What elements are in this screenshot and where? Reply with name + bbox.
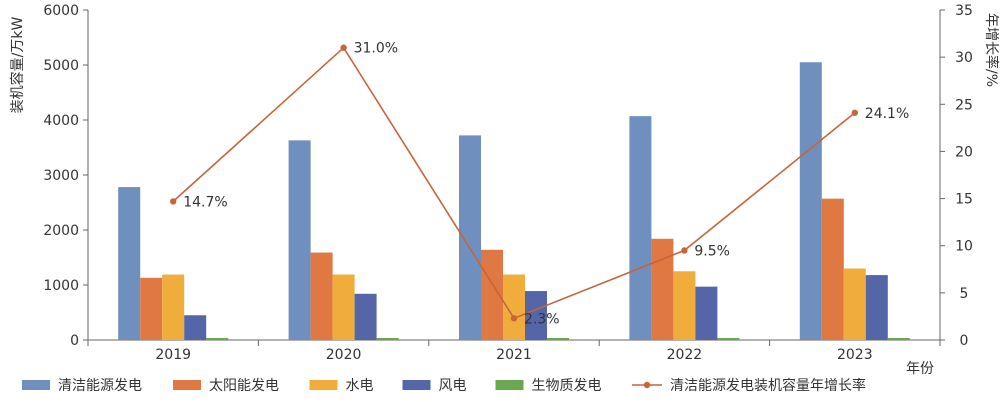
- bar-5: [206, 338, 229, 340]
- bar-2: [821, 198, 844, 340]
- bar-3: [503, 274, 525, 340]
- y-tick-label-left: 3000: [43, 168, 79, 184]
- y-tick-label-left: 4000: [43, 113, 79, 129]
- bar-5: [376, 338, 399, 340]
- bar-1: [799, 62, 822, 340]
- y-axis-title-right: 年增长率/%: [983, 13, 1000, 87]
- legend-line-marker: [643, 381, 651, 389]
- x-tick-label: 2019: [155, 347, 191, 363]
- growth-rate-point: [851, 109, 858, 116]
- x-tick-label: 2021: [496, 347, 532, 363]
- bar-3: [162, 274, 185, 340]
- y-tick-label-left: 5000: [43, 58, 79, 74]
- growth-rate-label: 14.7%: [183, 194, 227, 210]
- bar-3: [332, 274, 355, 340]
- legend-label: 清洁能源发电: [58, 378, 142, 394]
- bar-3: [673, 271, 696, 340]
- growth-rate-label: 9.5%: [694, 243, 730, 259]
- y-tick-label-left: 6000: [43, 3, 79, 19]
- legend-swatch: [173, 380, 201, 390]
- bar-4: [525, 291, 547, 340]
- legend-swatch: [402, 380, 431, 390]
- legend-swatch: [22, 380, 50, 390]
- bar-1: [459, 135, 481, 340]
- growth-rate-label: 31.0%: [354, 41, 398, 57]
- bar-2: [310, 252, 333, 340]
- bar-1: [118, 187, 141, 340]
- y-axis-title-left: 装机容量/万kW: [9, 17, 26, 114]
- y-tick-label-right: 20: [955, 144, 973, 160]
- bar-3: [843, 268, 866, 340]
- x-tick-label: 2022: [667, 347, 703, 363]
- x-tick-label: 2023: [837, 347, 873, 363]
- legend-label: 太阳能发电: [209, 378, 279, 394]
- growth-rate-label: 2.3%: [524, 311, 560, 327]
- bar-5: [887, 338, 910, 340]
- bar-4: [354, 293, 377, 340]
- bar-1: [629, 116, 652, 341]
- y-tick-label-right: 25: [955, 97, 973, 113]
- y-tick-label-right: 0: [960, 333, 969, 349]
- growth-rate-point: [170, 198, 177, 205]
- legend-label: 风电: [439, 378, 467, 394]
- y-tick-label-right: 15: [955, 192, 973, 208]
- legend-swatch: [495, 380, 524, 390]
- y-tick-label-left: 0: [70, 333, 79, 349]
- legend-label: 清洁能源发电装机容量年增长率: [670, 377, 866, 394]
- legend-label: 水电: [346, 378, 374, 394]
- bar-4: [695, 286, 718, 340]
- bar-5: [717, 338, 740, 340]
- bar-2: [651, 238, 674, 340]
- y-tick-label-right: 10: [955, 239, 973, 255]
- bar-2: [140, 277, 163, 340]
- growth-rate-point: [681, 247, 688, 254]
- y-tick-label-left: 1000: [43, 278, 79, 294]
- y-tick-label-right: 30: [955, 50, 973, 66]
- legend-swatch: [309, 380, 338, 390]
- growth-rate-point: [340, 44, 347, 51]
- y-tick-label-right: 5: [960, 286, 969, 302]
- bar-4: [865, 275, 888, 340]
- bar-4: [184, 315, 207, 340]
- legend-label: 生物质发电: [532, 378, 602, 394]
- bar-5: [547, 338, 569, 340]
- x-axis-title: 年份: [906, 361, 934, 377]
- growth-rate-point: [510, 315, 518, 322]
- bar-2: [481, 249, 503, 340]
- y-tick-label-right: 35: [955, 3, 973, 19]
- y-tick-label-left: 2000: [43, 223, 79, 239]
- bar-1: [288, 140, 311, 340]
- x-tick-label: 2020: [326, 347, 362, 363]
- growth-rate-label: 24.1%: [865, 106, 909, 122]
